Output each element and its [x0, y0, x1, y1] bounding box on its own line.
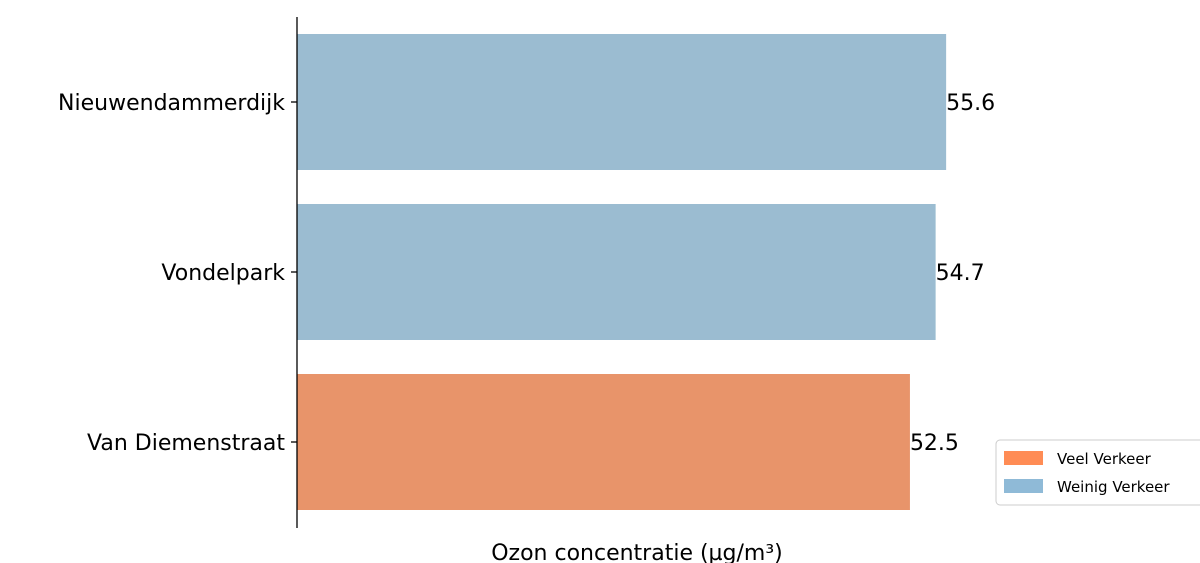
bar-vondelpark — [297, 204, 936, 340]
y-axis-ticks-group: Nieuwendammerdijk Vondelpark Van Diemenstr… — [58, 91, 297, 456]
bar-van-diemenstraat — [297, 374, 910, 510]
bar-nieuwendammerdijk — [297, 34, 947, 170]
legend-swatch-weinig-verkeer — [1004, 479, 1043, 493]
y-tick-label-vondelpark: Vondelpark — [161, 261, 285, 286]
legend-label-veel-verkeer: Veel Verkeer — [1057, 450, 1152, 468]
legend: Veel Verkeer Weinig Verkeer — [995, 439, 1200, 506]
y-tick-label-nieuwendammerdijk: Nieuwendammerdijk — [58, 91, 285, 116]
legend-frame — [995, 439, 1200, 506]
value-label-van-diemenstraat: 52.5 — [910, 431, 959, 456]
legend-swatch-veel-verkeer — [1004, 451, 1043, 465]
value-labels-group: 55.6 54.7 52.5 — [910, 91, 995, 456]
x-axis-title: Ozon concentratie (µg/m³) — [491, 541, 783, 563]
value-label-vondelpark: 54.7 — [936, 261, 985, 286]
legend-label-weinig-verkeer: Weinig Verkeer — [1057, 478, 1170, 496]
bars-group — [297, 34, 947, 510]
value-label-nieuwendammerdijk: 55.6 — [946, 91, 995, 116]
y-tick-label-van-diemenstraat: Van Diemenstraat — [87, 431, 285, 456]
